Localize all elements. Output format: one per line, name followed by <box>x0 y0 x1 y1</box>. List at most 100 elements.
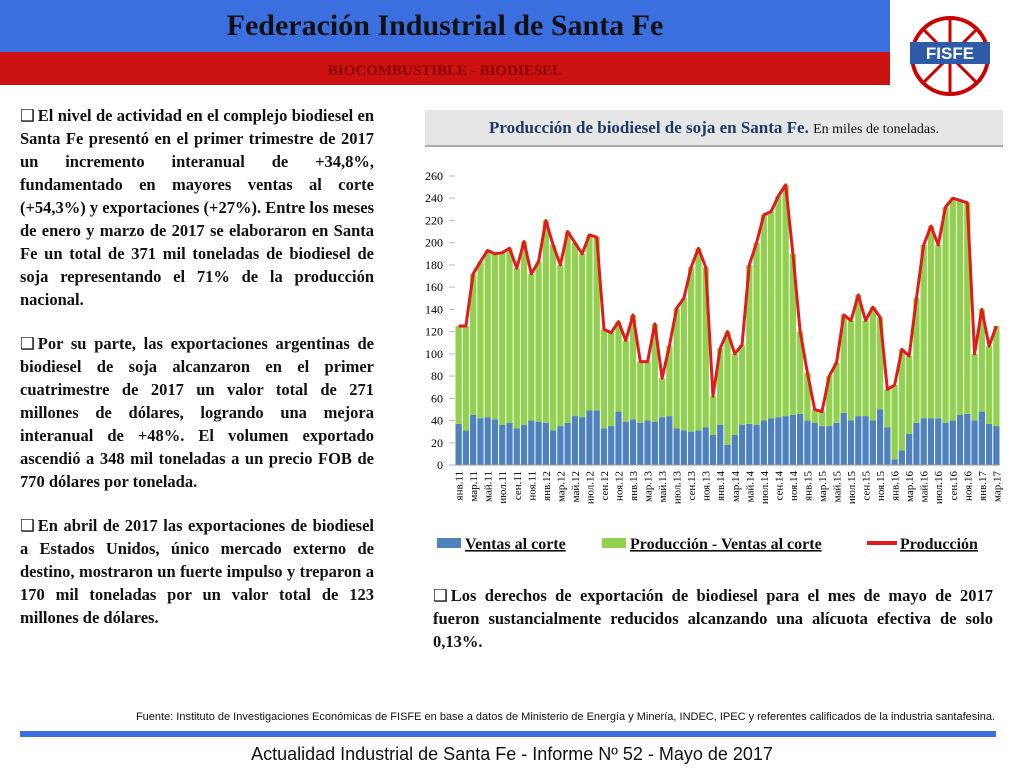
bar <box>775 417 782 465</box>
bar <box>709 434 717 465</box>
bar <box>513 428 520 465</box>
bar <box>688 267 695 432</box>
bar <box>651 323 658 422</box>
x-tick-label: июл.16 <box>933 471 945 505</box>
legend-item: Producción <box>867 536 978 553</box>
legend-item: Ventas al corte <box>437 536 566 553</box>
bar <box>993 326 1000 427</box>
x-tick-label: мар.14 <box>730 471 742 503</box>
bar <box>615 411 622 465</box>
bar <box>840 412 847 465</box>
bar <box>738 424 746 465</box>
bar <box>884 427 891 465</box>
bar <box>935 244 942 419</box>
bar <box>477 261 484 419</box>
bar <box>477 418 484 465</box>
bar <box>535 421 542 465</box>
x-tick-label: май.12 <box>570 471 582 502</box>
bar <box>847 320 855 421</box>
bar <box>622 421 629 465</box>
bar <box>557 426 564 465</box>
bar <box>528 273 535 421</box>
x-tick-label: янв.16 <box>890 471 902 501</box>
bar <box>804 420 811 465</box>
bar <box>760 420 767 465</box>
bar <box>746 423 753 465</box>
bar <box>658 417 666 465</box>
chart-subtitle: En miles de toneladas. <box>813 122 940 137</box>
bar <box>738 344 746 425</box>
bar <box>658 378 666 418</box>
bar <box>782 416 789 465</box>
y-tick-label: 200 <box>425 236 443 250</box>
bar <box>499 424 506 465</box>
bar <box>862 416 869 465</box>
note: Los derechos de exportación de biodiesel… <box>433 584 993 653</box>
bar <box>869 420 876 465</box>
bar <box>767 418 775 465</box>
bar <box>528 420 535 465</box>
bar <box>891 384 898 460</box>
bar <box>549 430 557 465</box>
bar <box>855 416 862 465</box>
bar <box>520 424 528 465</box>
x-tick-label: июл.12 <box>584 471 596 504</box>
bar <box>978 411 985 465</box>
bar <box>564 422 571 465</box>
bar <box>520 241 528 425</box>
x-tick-label: ноя.13 <box>701 471 713 501</box>
bar <box>913 298 920 423</box>
bar <box>811 409 818 423</box>
bar <box>535 261 542 422</box>
bar <box>956 200 964 415</box>
bar <box>862 320 869 417</box>
legend-label: Ventas al corte <box>465 536 566 553</box>
bar <box>971 420 978 465</box>
bar <box>615 321 622 412</box>
x-tick-label: мар.13 <box>643 471 655 503</box>
bar <box>600 428 608 465</box>
x-tick-label: май.14 <box>744 471 756 503</box>
x-tick-label: сен.13 <box>686 471 698 501</box>
bar <box>673 428 680 465</box>
y-tick-label: 160 <box>425 280 443 294</box>
bar <box>876 317 884 410</box>
bar <box>564 231 571 423</box>
x-tick-label: янв.15 <box>802 471 814 501</box>
bar <box>680 430 688 465</box>
x-tick-label: ноя.16 <box>962 471 974 501</box>
bar <box>717 424 724 465</box>
bar <box>542 422 549 465</box>
bar <box>688 431 695 465</box>
bar <box>491 419 499 465</box>
y-tick-label: 0 <box>437 458 443 472</box>
bar <box>644 420 651 465</box>
footer: Actualidad Industrial de Santa Fe - Info… <box>251 744 773 764</box>
bar <box>673 308 680 429</box>
bar <box>629 419 637 465</box>
bar <box>724 331 731 445</box>
x-tick-label: сен.14 <box>773 471 785 501</box>
bar <box>898 450 906 465</box>
bar <box>455 423 462 465</box>
x-tick-label: мар.15 <box>817 471 829 503</box>
bar <box>818 426 826 465</box>
y-tick-label: 140 <box>425 302 443 316</box>
bar <box>462 430 470 465</box>
x-tick-label: янв.13 <box>628 471 640 501</box>
bar <box>767 211 775 419</box>
bar <box>964 413 971 465</box>
bar <box>586 410 593 465</box>
x-tick-label: ноя.11 <box>526 471 538 501</box>
y-tick-label: 80 <box>431 369 443 383</box>
bar <box>964 202 971 414</box>
bar <box>942 422 949 465</box>
bar <box>789 253 797 415</box>
bar <box>484 250 491 418</box>
y-tick-label: 220 <box>425 213 443 227</box>
bar <box>898 349 906 451</box>
bar <box>593 237 600 411</box>
x-tick-label: ноя.15 <box>875 471 887 501</box>
y-tick-label: 20 <box>431 436 443 450</box>
y-tick-label: 60 <box>431 391 443 405</box>
